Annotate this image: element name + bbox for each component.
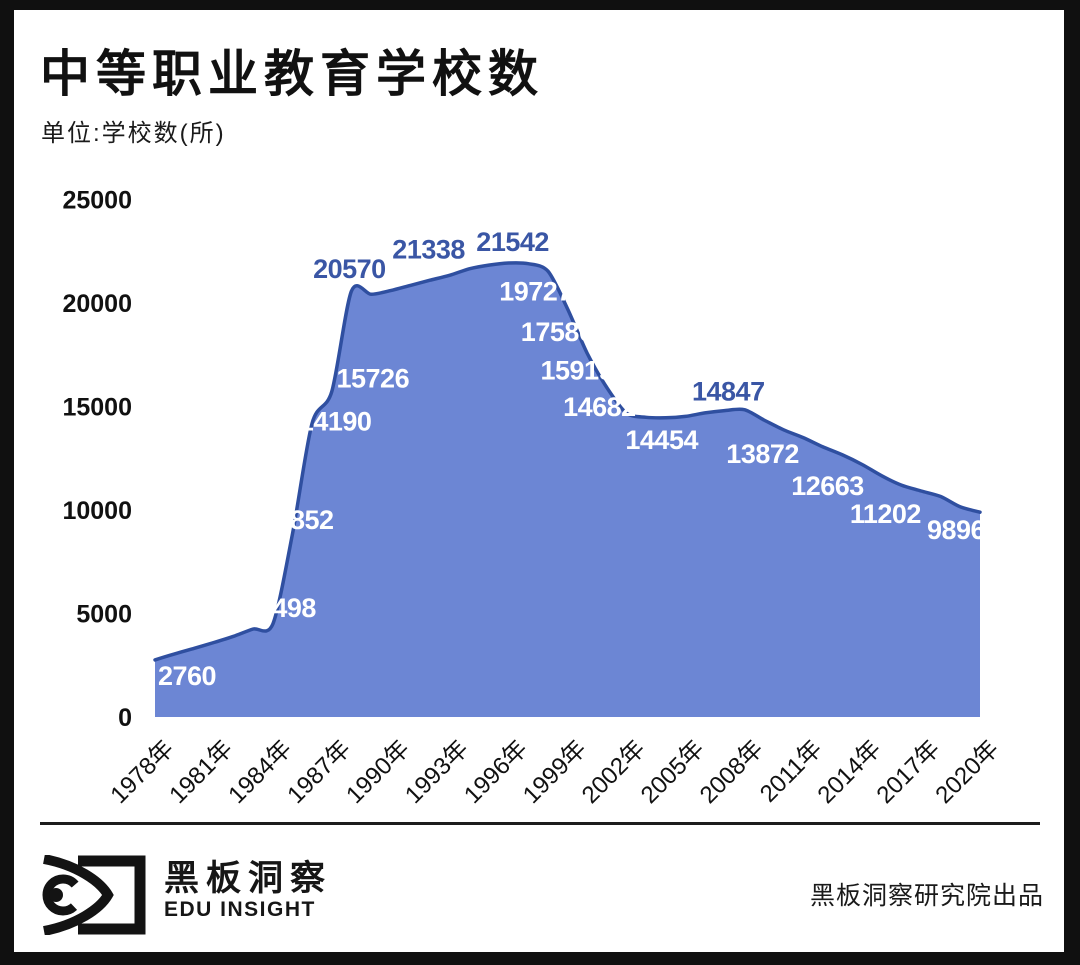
x-tick-label: 2014年 <box>813 735 887 809</box>
logo-brand-name: 黑板洞察 <box>164 859 333 898</box>
area-series-fill <box>155 262 980 717</box>
x-tick-label: 2002年 <box>577 735 651 809</box>
x-tick-label: 1993年 <box>400 735 474 809</box>
logo-text-block: 黑板洞察 EDU INSIGHT <box>164 859 333 922</box>
y-tick-label: 25000 <box>62 187 132 215</box>
data-label: 14454 <box>625 425 698 455</box>
x-tick-label: 1978年 <box>105 735 179 809</box>
logo-iris-ring <box>42 874 84 916</box>
y-tick-label: 15000 <box>62 394 132 422</box>
y-tick-label: 20000 <box>62 290 132 318</box>
x-tick-label: 2020年 <box>930 735 1004 809</box>
data-label: 17580 <box>521 317 594 347</box>
data-label: 15726 <box>337 364 410 394</box>
x-tick-label: 1996年 <box>459 735 533 809</box>
x-tick-label: 1981年 <box>164 735 238 809</box>
x-tick-label: 2011年 <box>755 735 828 808</box>
data-label: 4498 <box>258 593 317 623</box>
y-tick-label: 10000 <box>62 497 132 525</box>
x-tick-label: 1987年 <box>282 735 356 809</box>
data-label: 21338 <box>392 234 465 264</box>
data-label: 9896 <box>927 515 986 545</box>
x-tick-label: 1999年 <box>518 735 592 809</box>
y-tick-label: 0 <box>118 704 132 732</box>
x-tick-label: 2005年 <box>636 735 710 809</box>
data-label: 20570 <box>313 254 386 284</box>
data-label: 13872 <box>726 439 799 469</box>
data-label: 21542 <box>476 227 549 257</box>
data-label: 14682 <box>563 392 636 422</box>
page-title: 中等职业教育学校数 <box>40 46 544 102</box>
data-label: 14190 <box>299 406 372 436</box>
footer-divider <box>40 822 1040 825</box>
area-series-line <box>153 261 982 662</box>
x-tick-label: 2017年 <box>872 735 946 809</box>
infographic-panel: 中等职业教育学校数 单位:学校数(所) 0 5000 10000 15000 20000… <box>14 10 1064 952</box>
data-label: 19727 <box>499 277 572 307</box>
data-label: 14847 <box>692 377 765 407</box>
x-tick-label: 1984年 <box>223 735 297 809</box>
logo-brand-subtitle: EDU INSIGHT <box>164 898 316 921</box>
data-label: 12663 <box>791 471 864 501</box>
area-chart: 0 5000 10000 15000 20000 25000 1978年1981年1984年… <box>62 187 1004 809</box>
data-label: 11202 <box>850 499 921 529</box>
y-tick-label: 5000 <box>76 601 132 629</box>
credit-text: 黑板洞察研究院出品 <box>809 882 1044 910</box>
eye-logo-icon <box>42 855 146 935</box>
data-label: 2760 <box>158 661 216 691</box>
data-label: 15919 <box>541 356 614 386</box>
logo-bracket-shape <box>78 855 146 935</box>
x-tick-label: 1990年 <box>341 735 415 809</box>
unit-label: 单位:学校数(所) <box>41 120 226 147</box>
data-label: 8852 <box>275 505 333 535</box>
logo-eyelid-shape <box>42 855 114 935</box>
logo-pupil <box>49 888 63 902</box>
x-tick-label: 2008年 <box>695 735 769 809</box>
